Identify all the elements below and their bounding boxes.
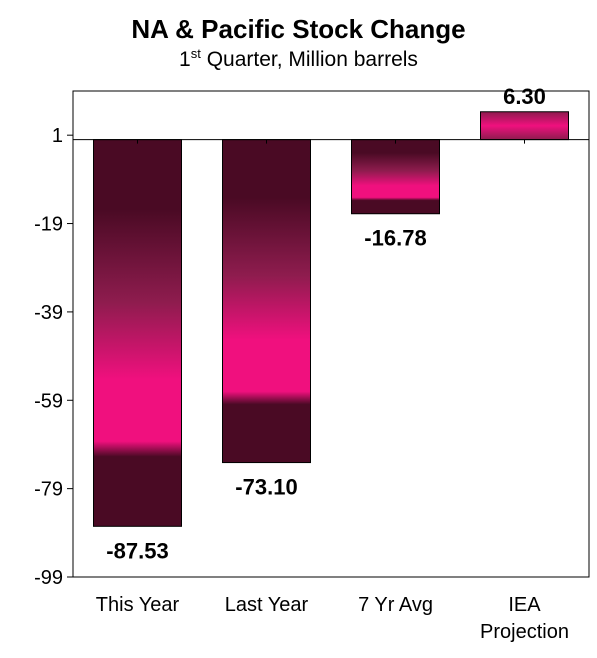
x-tick-label: Last Year bbox=[225, 594, 309, 616]
y-tick-label: -79 bbox=[34, 479, 63, 501]
data-label: -16.78 bbox=[364, 226, 426, 251]
x-tick-label: IEA bbox=[508, 594, 541, 616]
bar bbox=[480, 111, 569, 141]
chart-title: NA & Pacific Stock Change bbox=[131, 14, 466, 44]
x-tick-label: 7 Yr Avg bbox=[358, 594, 433, 616]
y-tick-label: -59 bbox=[34, 390, 63, 412]
bar bbox=[93, 139, 182, 527]
data-label: -87.53 bbox=[106, 538, 168, 563]
data-label: -73.10 bbox=[235, 475, 297, 500]
y-tick-label: -99 bbox=[34, 567, 63, 589]
plot-area bbox=[72, 90, 590, 578]
x-tick-label: This Year bbox=[96, 594, 180, 616]
chart-subtitle: 1st Quarter, Million barrels bbox=[179, 46, 418, 71]
y-tick-label: 1 bbox=[52, 125, 63, 147]
bar bbox=[351, 139, 440, 215]
data-label: 6.30 bbox=[503, 84, 546, 109]
y-tick-label: -39 bbox=[34, 302, 63, 324]
bar bbox=[222, 139, 311, 464]
y-tick-label: -19 bbox=[34, 214, 63, 236]
x-tick-label: Projection bbox=[480, 621, 569, 643]
